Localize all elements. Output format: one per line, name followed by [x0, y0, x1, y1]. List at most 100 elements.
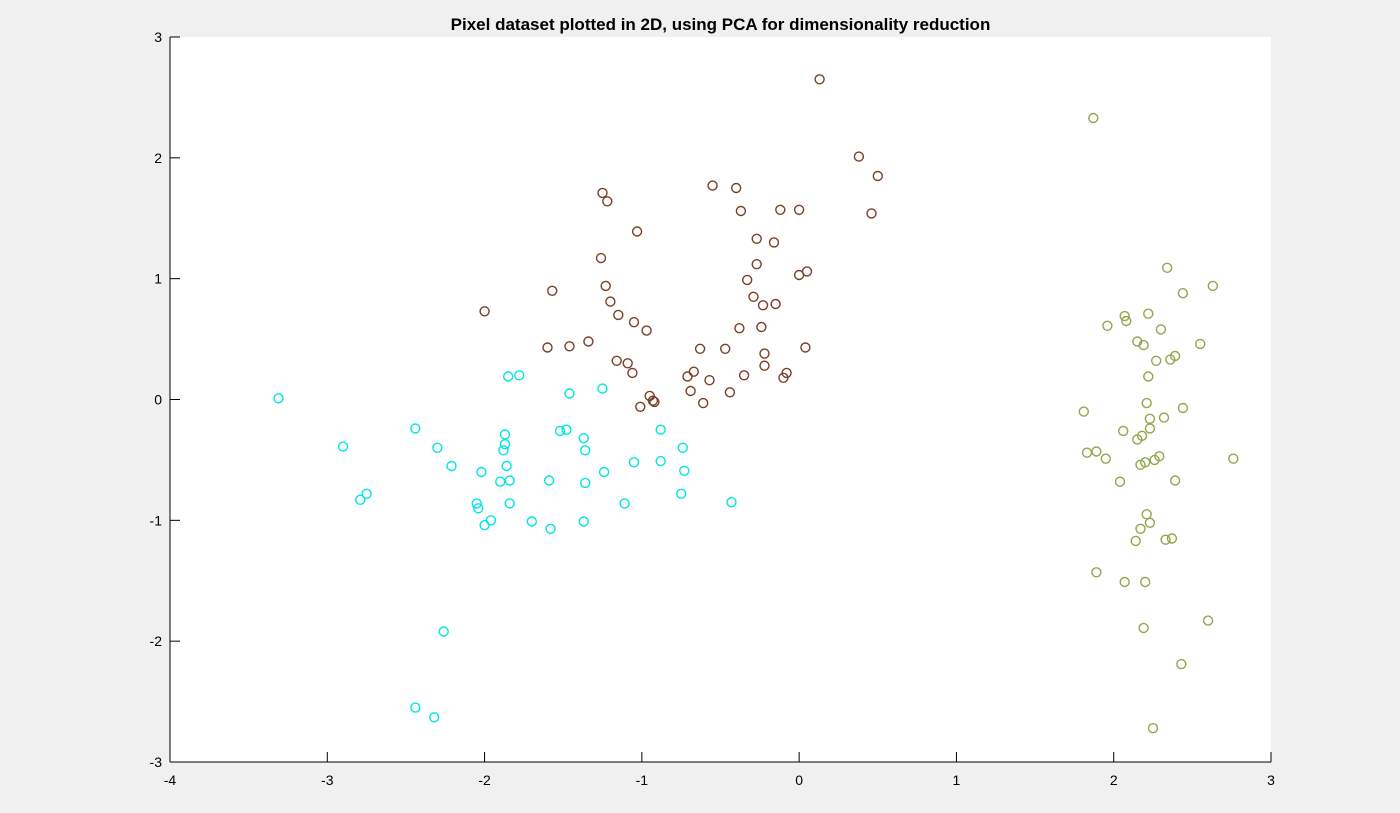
- scatter-point-series3-16: [1143, 371, 1154, 382]
- scatter-point-series1-6: [432, 442, 443, 453]
- scatter-point-series2-19: [742, 274, 753, 286]
- scatter-point-series2-37: [800, 342, 811, 353]
- scatter-point-series2-24: [757, 300, 769, 311]
- scatter-point-series2-14: [768, 237, 780, 248]
- scatter-point-series2-2: [853, 151, 865, 162]
- scatter-point-series1-29: [580, 445, 591, 456]
- scatter-point-series3-5: [1143, 308, 1154, 319]
- scatter-point-series3-15: [1150, 355, 1162, 366]
- scatter-point-series3-28: [1100, 453, 1112, 464]
- scatter-point-series3-6: [1119, 310, 1130, 322]
- scatter-point-series2-18: [801, 266, 813, 277]
- scatter-point-series2-31: [756, 321, 767, 333]
- scatter-point-series1-16: [499, 429, 511, 440]
- scatter-point-series3-34: [1114, 476, 1126, 487]
- scatter-point-series1-35: [628, 457, 640, 468]
- scatter-point-series2-4: [866, 208, 877, 219]
- scatter-point-series1-25: [554, 425, 566, 437]
- scatter-point-series1-11: [479, 520, 490, 531]
- scatter-point-series3-19: [1177, 402, 1189, 414]
- x-tick-label: -4: [164, 772, 177, 788]
- scatter-point-series3-35: [1169, 475, 1181, 486]
- scatter-point-series3-33: [1228, 453, 1239, 464]
- scatter-point-series3-45: [1202, 615, 1214, 626]
- scatter-point-series2-29: [641, 325, 652, 336]
- scatter-point-series1-39: [679, 465, 690, 476]
- scatter-point-series3-12: [1194, 338, 1206, 350]
- scatter-point-series2-20: [600, 280, 611, 292]
- x-tick-label: -3: [321, 772, 334, 788]
- scatter-point-series1-14: [498, 445, 509, 456]
- scatter-point-series1-26: [561, 424, 572, 435]
- scatter-point-series1-40: [676, 488, 687, 499]
- scatter-point-series1-30: [580, 477, 591, 489]
- scatter-point-series3-4: [1177, 288, 1189, 299]
- x-tick-label: -2: [478, 772, 491, 788]
- scatter-point-series2-9: [793, 204, 805, 216]
- scatter-point-series3-9: [1155, 324, 1167, 335]
- scatter-point-series2-28: [628, 317, 640, 328]
- scatter-point-series2-36: [694, 343, 706, 354]
- scatter-point-series1-38: [677, 442, 688, 453]
- scatter-point-series3-17: [1141, 397, 1152, 409]
- scatter-point-series3-41: [1166, 533, 1178, 544]
- scatter-point-series2-3: [872, 170, 883, 182]
- scatter-point-series1-31: [578, 516, 589, 527]
- x-axis-ticks: -4 -3 -2 -1 0 1 2 3: [164, 752, 1275, 788]
- y-tick-label: 3: [154, 29, 162, 45]
- scatter-point-series2-8: [775, 204, 786, 216]
- scatter-point-series3-47: [1176, 658, 1187, 670]
- y-axis-ticks: -3 -2 -1 0 1 2 3: [150, 29, 180, 770]
- scatter-point-series1-19: [504, 498, 515, 509]
- scatter-point-series2-12: [631, 226, 643, 237]
- y-tick-label: -2: [150, 633, 163, 649]
- scatter-point-series3-3: [1207, 280, 1219, 292]
- scatter-point-series2-52: [647, 395, 659, 406]
- y-tick-label: -1: [150, 512, 163, 528]
- scatter-point-series1-10: [476, 466, 487, 478]
- scatter-point-series3-30: [1149, 454, 1160, 466]
- scatter-point-series2-34: [564, 341, 575, 352]
- x-tick-label: -1: [636, 772, 649, 788]
- scatter-point-series2-50: [724, 387, 736, 398]
- scatter-point-series2-35: [720, 343, 731, 354]
- scatter-point-series3-20: [1144, 413, 1156, 424]
- scatter-point-series3-14: [1165, 354, 1176, 365]
- scatter-point-series1-1: [273, 393, 284, 404]
- scatter-point-series3-43: [1119, 576, 1130, 588]
- scatter-point-series2-48: [704, 375, 715, 386]
- scatter-point-series1-5: [410, 423, 421, 434]
- scatter-point-series2-27: [613, 309, 624, 321]
- scatter-point-series1-9: [473, 503, 484, 514]
- scatter-point-series1-41: [726, 497, 737, 508]
- scatter-point-series3-44: [1139, 576, 1151, 588]
- scatter-point-series1-44: [429, 712, 440, 723]
- scatter-point-series3-8: [1102, 320, 1113, 331]
- scatter-point-series1-28: [578, 433, 589, 444]
- scatter-point-series2-6: [731, 182, 742, 194]
- scatter-point-series3-48: [1147, 723, 1159, 734]
- scatter-point-series1-21: [514, 370, 525, 381]
- scatter-point-series1-8: [471, 498, 482, 509]
- y-tick-label: -3: [150, 754, 163, 770]
- scatter-point-series3-2: [1161, 262, 1173, 273]
- scatter-point-series3-38: [1135, 523, 1146, 534]
- scatter-point-series3-18: [1078, 406, 1090, 417]
- scatter-point-series2-55: [698, 397, 709, 409]
- scatter-point-series2-32: [583, 336, 594, 347]
- x-tick-label: 2: [1110, 772, 1118, 788]
- scatter-point-series1-20: [503, 371, 514, 382]
- plot-area: [170, 37, 1271, 762]
- scatter-point-series3-7: [1121, 315, 1132, 327]
- scatter-point-series2-1: [814, 74, 825, 85]
- scatter-point-series1-36: [655, 424, 666, 435]
- scatter-point-series1-33: [598, 466, 610, 478]
- scatter-point-series2-39: [611, 355, 622, 366]
- x-tick-label: 0: [795, 772, 803, 788]
- scatter-point-series2-13: [751, 233, 762, 245]
- scatter-point-series1-4: [361, 488, 372, 499]
- scatter-point-series1-12: [485, 515, 497, 526]
- scatter-point-series3-21: [1158, 412, 1170, 423]
- scatter-point-series1-18: [504, 475, 515, 486]
